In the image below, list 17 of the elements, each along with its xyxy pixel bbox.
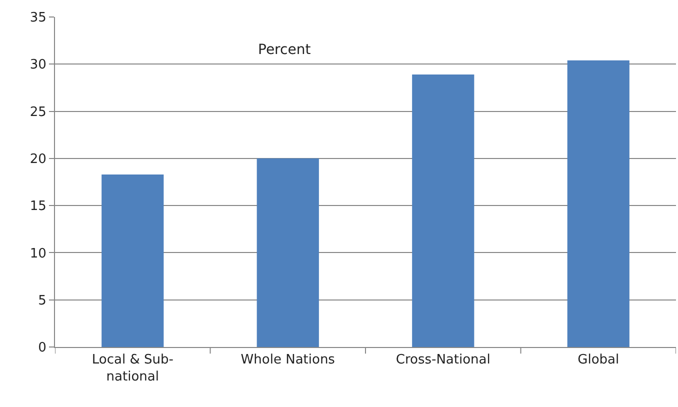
x-tick-label: Cross-National <box>396 352 490 368</box>
y-tick-label: 35 <box>30 10 46 26</box>
y-tick-label: 5 <box>38 293 46 308</box>
x-tick-label: Local & Sub-national <box>92 352 174 384</box>
x-tick-label: Global <box>578 352 620 368</box>
x-tick-label: Whole Nations <box>240 352 336 368</box>
bar <box>412 74 474 347</box>
y-tick-label: 25 <box>30 104 46 120</box>
y-tick-label: 10 <box>30 246 46 262</box>
y-tick-label: 20 <box>30 152 46 167</box>
y-tick-label: 15 <box>30 199 46 214</box>
y-tick-label: 30 <box>30 58 46 73</box>
bar <box>567 60 630 347</box>
bar <box>102 174 164 347</box>
text: Percent <box>258 42 312 58</box>
bar <box>256 158 319 347</box>
y-tick-label: 0 <box>38 340 46 356</box>
